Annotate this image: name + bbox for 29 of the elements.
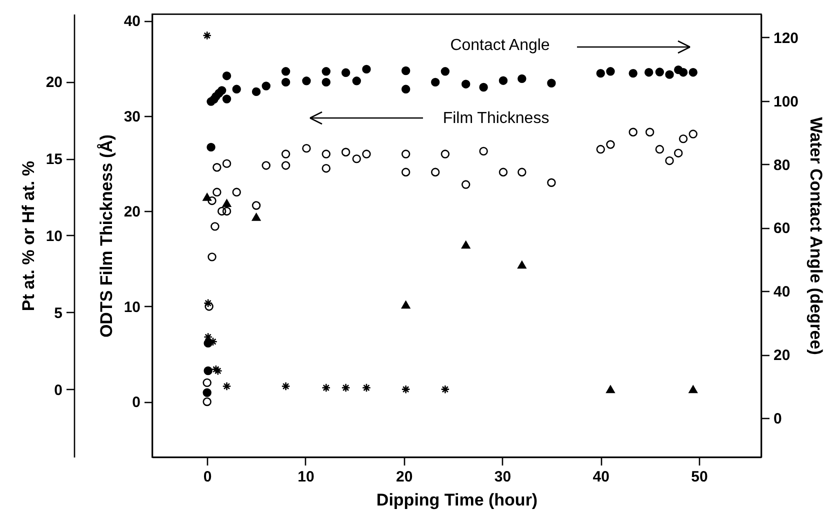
y3-tick-label: 0 [54, 382, 62, 399]
y2-tick-label: 60 [774, 220, 790, 238]
y-tick-label: 40 [124, 13, 140, 30]
y2-tick-label: 100 [774, 93, 799, 110]
x-axis-title: Dipping Time (hour) [376, 490, 538, 510]
x-tick-label: 20 [396, 468, 413, 486]
y2-tick-label: 120 [774, 30, 799, 47]
y-tick-label: 10 [124, 298, 140, 316]
y-tick-label: 30 [124, 108, 140, 126]
y2-axis-title: Water Contact Angle (degree) [806, 117, 826, 355]
y2-tick-label: 40 [774, 284, 790, 301]
y2-tick-label: 80 [774, 156, 790, 174]
x-tick-label: 50 [691, 468, 708, 486]
y-tick-label: 0 [132, 394, 140, 412]
y3-tick-label: 15 [46, 151, 62, 168]
y-tick-label: 20 [124, 204, 140, 221]
y3-tick-label: 20 [46, 74, 62, 92]
x-tick-label: 10 [298, 468, 314, 486]
y3-tick-label: 5 [54, 304, 62, 322]
y2-tick-label: 0 [774, 410, 782, 428]
x-tick-label: 30 [494, 468, 512, 486]
annotation: Contact Angle [450, 37, 550, 54]
x-tick-label: 0 [203, 468, 212, 486]
y3-tick-label: 10 [46, 228, 62, 245]
y2-tick-label: 20 [774, 347, 790, 364]
x-tick-label: 40 [592, 468, 610, 486]
y3-axis-title: Pt at. % or Hf at. % [18, 160, 38, 312]
y-axis-title: ODTS Film Thickness (Å) [96, 134, 116, 338]
annotation: Film Thickness [442, 110, 550, 127]
